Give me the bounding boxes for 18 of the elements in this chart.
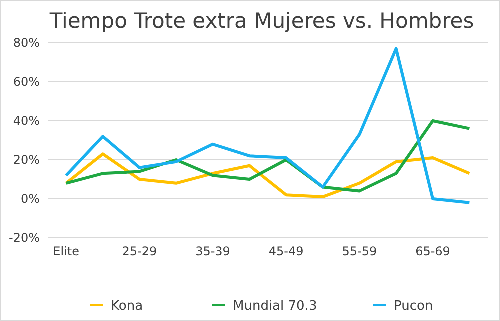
x-tick-label: 65-69: [416, 244, 450, 259]
line-series: [64, 47, 472, 204]
y-tick-label: 60%: [13, 74, 40, 89]
y-tick-label: 40%: [13, 114, 40, 128]
x-tick-label: 55-59: [342, 244, 378, 259]
x-tick-label: 45-49: [268, 244, 304, 259]
line-series: [64, 152, 472, 199]
legend-label: Mundial 70.3: [233, 299, 318, 314]
y-tick-label: -20%: [8, 230, 40, 245]
x-tick-label: Elite: [53, 244, 80, 259]
x-tick-label: 35-39: [196, 244, 230, 259]
y-tick-label: 80%: [13, 36, 40, 50]
x-tick-label: 25-29: [122, 244, 158, 259]
chart-title: Tiempo Trote extra Mujeres vs. Hombres: [48, 9, 474, 33]
legend-label: Pucon: [394, 299, 434, 314]
legend-label: Kona: [111, 299, 144, 314]
y-tick-label: 20%: [13, 152, 40, 167]
y-tick-label: 0%: [20, 192, 40, 206]
